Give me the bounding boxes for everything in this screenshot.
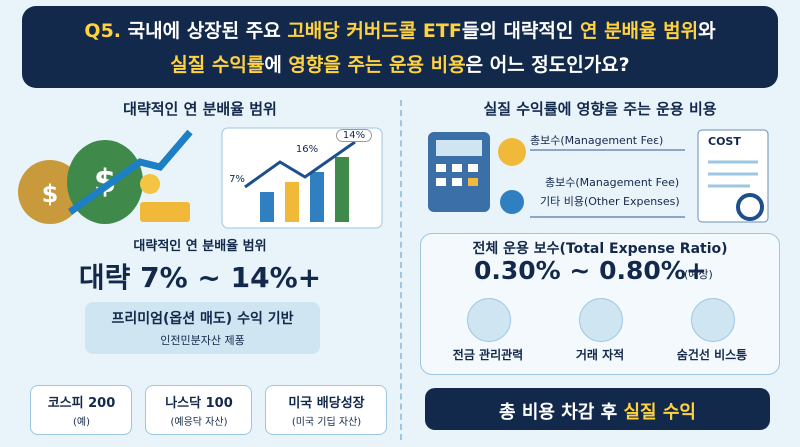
basis-box: [85, 302, 320, 354]
text-segment: 영향을 주는 운용 비용: [288, 54, 466, 76]
example-name: 코스피 200: [47, 396, 116, 411]
text-segment: 은 어느 정도인가요?: [465, 54, 630, 76]
item-label: 거래 자적: [575, 348, 625, 362]
chart-label: 16%: [295, 144, 319, 155]
icon: [467, 298, 511, 342]
title-line: Q5. 국내에 상장된 주요 고배당 커버드콜 ETF들의 대략적인 연 분배율…: [22, 16, 778, 43]
banner: 총 비용 차감 후 실질 수익: [425, 398, 770, 424]
example-box: [30, 385, 132, 435]
text-segment: 실질 수익률: [170, 54, 265, 76]
chart-label: 14%: [336, 129, 372, 142]
text-segment: 고배당 커버드콜 ETF: [287, 20, 462, 42]
example-box: [145, 385, 252, 435]
text-segment: Q5.: [84, 20, 128, 42]
illustration: [428, 129, 769, 223]
banner-box: [425, 388, 770, 430]
item-label: 숨건선 비스틍: [676, 348, 748, 362]
section-heading: 실질 수익률에 영향을 주는 운용 비용: [483, 100, 717, 118]
text-segment: 와: [698, 20, 716, 42]
title-box: [22, 6, 778, 88]
section-heading: 대략적인 연 분배율 범위: [123, 100, 277, 118]
text-segment: 들의 대략적인: [461, 20, 580, 42]
ter-note: (예상): [684, 268, 713, 281]
example-name: 나스닥 100: [165, 396, 233, 411]
chart-label: 7%: [229, 174, 245, 185]
text-segment: 연 분배율 범위: [579, 20, 699, 42]
doc-label: COST: [708, 135, 741, 148]
range: 대략 7% ~ 14%+: [78, 261, 322, 294]
example-box: [265, 385, 387, 435]
fee-label: 총보수(Management Feε): [530, 134, 664, 147]
example-note: (예): [72, 417, 90, 428]
example-note: (예응닥 자산): [170, 417, 228, 428]
subheading: 대략적인 연 분배율 범위: [133, 239, 267, 254]
title-line: 실질 수익률에 영향을 주는 운용 비용은 어느 정도인가요?: [22, 50, 778, 77]
divider: [400, 100, 402, 440]
svg-text:$: $: [42, 180, 59, 208]
icon: [691, 298, 735, 342]
text-segment: 국내에 상장된 주요: [127, 20, 288, 42]
example-name: 미국 배당성장: [288, 396, 365, 411]
ter-range: 0.30% ~ 0.80%+: [474, 256, 707, 285]
fee-label: 총보수(Management Fee): [545, 176, 680, 189]
text-segment: 실질 수익: [623, 402, 696, 423]
item-label: 전금 관리관력: [452, 348, 524, 362]
fee-label: 기타 비용(Other Expenses): [540, 195, 680, 208]
ter-title: 전체 운용 보수(Total Expense Ratio): [472, 241, 728, 257]
basis-title: 프리미엄(옵션 매도) 수익 기반: [111, 311, 294, 327]
basis-subtitle: 인전민분자산 제퐁: [160, 334, 245, 347]
text-segment: 총 비용 차감 후: [499, 402, 624, 423]
example-note: (미국 기딥 자산): [291, 417, 362, 428]
icon: [579, 298, 623, 342]
illustration: $ $: [18, 127, 383, 229]
text-segment: 에: [264, 54, 289, 76]
